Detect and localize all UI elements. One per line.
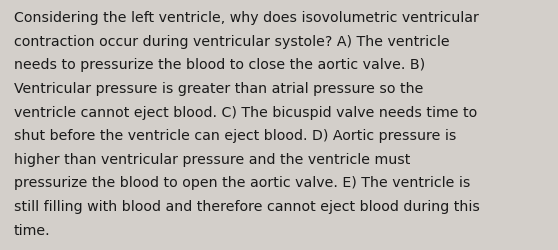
Text: time.: time. bbox=[14, 223, 51, 237]
Text: contraction occur during ventricular systole? A) The ventricle: contraction occur during ventricular sys… bbox=[14, 35, 450, 49]
Text: Considering the left ventricle, why does isovolumetric ventricular: Considering the left ventricle, why does… bbox=[14, 11, 479, 25]
Text: shut before the ventricle can eject blood. D) Aortic pressure is: shut before the ventricle can eject bloo… bbox=[14, 129, 456, 143]
Text: pressurize the blood to open the aortic valve. E) The ventricle is: pressurize the blood to open the aortic … bbox=[14, 176, 470, 190]
Text: higher than ventricular pressure and the ventricle must: higher than ventricular pressure and the… bbox=[14, 152, 410, 166]
Text: ventricle cannot eject blood. C) The bicuspid valve needs time to: ventricle cannot eject blood. C) The bic… bbox=[14, 105, 477, 119]
Text: needs to pressurize the blood to close the aortic valve. B): needs to pressurize the blood to close t… bbox=[14, 58, 425, 72]
Text: still filling with blood and therefore cannot eject blood during this: still filling with blood and therefore c… bbox=[14, 199, 480, 213]
Text: Ventricular pressure is greater than atrial pressure so the: Ventricular pressure is greater than atr… bbox=[14, 82, 424, 96]
